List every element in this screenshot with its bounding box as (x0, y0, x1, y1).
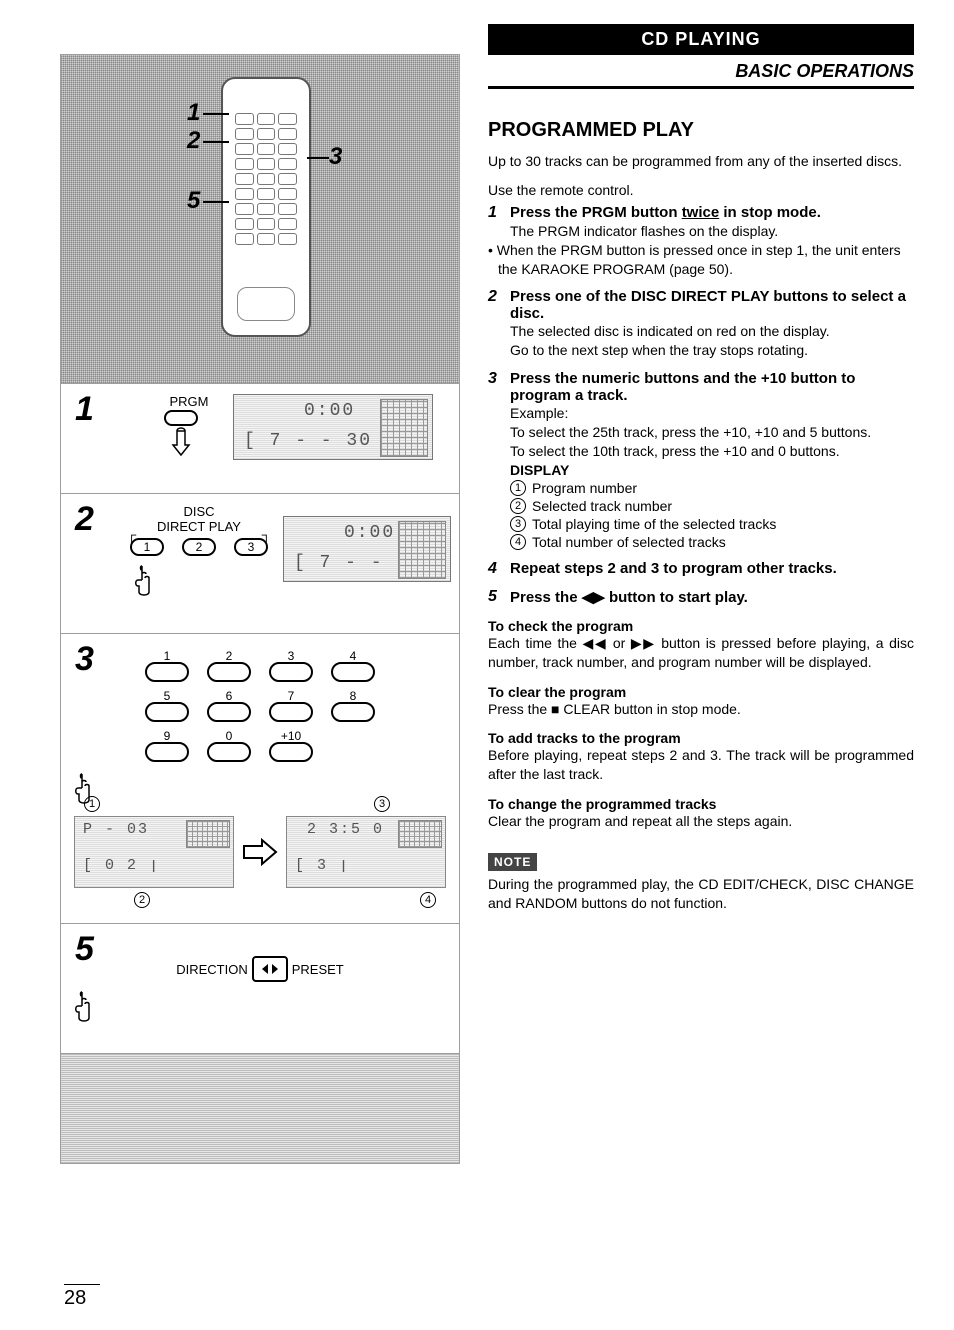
disc-direct-play-diagram: DISC ┌ DIRECT PLAY ┐ 1 2 3 (129, 504, 269, 602)
display-label: DISPLAY (510, 461, 914, 480)
preset-label: PRESET (292, 962, 344, 977)
remote-outline (221, 77, 311, 337)
prgm-label: PRGM (159, 394, 219, 409)
disc-label-bot: ┌ DIRECT PLAY ┐ (129, 519, 269, 534)
key-2: 2 (207, 662, 251, 682)
page: 1 2 3 5 1 PRGM 0:00 (0, 0, 954, 1330)
callout-5: 5 (187, 187, 200, 215)
lcd-bottom-text: [ 7 - - (294, 553, 384, 573)
lcd-top-text: 0:00 (344, 523, 395, 543)
callout-3: 3 (329, 143, 342, 171)
lcd-before: 1 P - 03 [ ן 2 0 2 (74, 816, 234, 888)
lcd-display: 0:00 [ 7 - - 30 (233, 394, 433, 460)
hand-icon (129, 562, 269, 602)
key-plus10: +10 (269, 742, 313, 762)
key-8: 8 (331, 702, 375, 722)
remote-button-grid (235, 113, 297, 275)
disc-button-2: 2 (182, 538, 216, 556)
change-heading: To change the programmed tracks (488, 796, 914, 812)
bottom-texture-panel (60, 1054, 460, 1164)
intro-text: Up to 30 tracks can be programmed from a… (488, 152, 914, 171)
lcd-after: 3 2 3:5 0 [ ן 3 4 (286, 816, 446, 888)
play-button-icon (252, 956, 288, 982)
lcd-display: 0:00 [ 7 - - (283, 516, 451, 582)
callout-2: 2 (187, 127, 200, 155)
step-number: 5 (75, 930, 94, 969)
section-header: CD PLAYING (488, 24, 914, 55)
step-title: Press one of the DISC DIRECT PLAY button… (510, 288, 914, 322)
circled-4: 4 (420, 892, 436, 908)
lcd-bottom-text: [ 7 - - 30 (244, 431, 372, 451)
circled-3: 3 (374, 796, 390, 812)
circled-2: 2 (134, 892, 150, 908)
key-5: 5 (145, 702, 189, 722)
key-1: 1 (145, 662, 189, 682)
left-column: 1 2 3 5 1 PRGM 0:00 (60, 24, 460, 1310)
check-heading: To check the program (488, 618, 914, 634)
step-panel-3: 3 1 2 3 4 5 6 7 8 9 0 +10 1 (60, 634, 460, 924)
remote-bottom-pad (237, 287, 295, 321)
direction-label: DIRECTION (176, 962, 248, 977)
arrow-right-icon (242, 838, 278, 866)
change-body: Clear the program and repeat all the ste… (488, 812, 914, 831)
instruction-steps: 1 Press the PRGM button twice in stop mo… (488, 204, 914, 606)
step-panel-5: 5 DIRECTION PRESET (60, 924, 460, 1054)
key-7: 7 (269, 702, 313, 722)
prgm-button-diagram: PRGM (159, 394, 219, 462)
page-heading: PROGRAMMED PLAY (488, 119, 914, 142)
check-body: Each time the ◀◀ or ▶▶ button is pressed… (488, 634, 914, 672)
callout-1: 1 (187, 99, 200, 127)
instruction-step-3: 3 Press the numeric buttons and the +10 … (488, 370, 914, 550)
hand-icon (69, 770, 451, 810)
disc-label-top: DISC (129, 504, 269, 519)
add-heading: To add tracks to the program (488, 730, 914, 746)
lcd-top-text: 0:00 (304, 401, 355, 421)
note-tag: NOTE (488, 853, 537, 871)
right-column: CD PLAYING BASIC OPERATIONS PROGRAMMED P… (488, 24, 914, 1310)
use-remote-text: Use the remote control. (488, 181, 914, 200)
lcd-track-grid (398, 521, 446, 579)
step-number: 1 (75, 390, 94, 429)
clear-heading: To clear the program (488, 684, 914, 700)
step-title: Press the numeric buttons and the +10 bu… (510, 370, 914, 404)
step-panel-2: 2 DISC ┌ DIRECT PLAY ┐ 1 2 3 (60, 494, 460, 634)
key-9: 9 (145, 742, 189, 762)
step-number: 2 (75, 500, 94, 539)
step-bullet: • When the PRGM button is pressed once i… (498, 241, 914, 279)
note-body: During the programmed play, the CD EDIT/… (488, 875, 914, 913)
step-number: 3 (75, 640, 94, 679)
step-title: Press the PRGM button twice in stop mode… (510, 204, 821, 222)
step-body: The PRGM indicator flashes on the displa… (510, 222, 914, 241)
instruction-step-4: 4 Repeat steps 2 and 3 to program other … (488, 560, 914, 578)
lcd-track-grid (380, 399, 428, 457)
instruction-step-2: 2 Press one of the DISC DIRECT PLAY butt… (488, 288, 914, 360)
key-6: 6 (207, 702, 251, 722)
display-legend: 1Program number 2Selected track number 3… (510, 480, 914, 550)
add-body: Before playing, repeat steps 2 and 3. Th… (488, 746, 914, 784)
direction-preset-diagram: DIRECTION PRESET (69, 956, 451, 982)
remote-diagram: 1 2 3 5 (60, 54, 460, 384)
step-title: Repeat steps 2 and 3 to program other tr… (510, 560, 837, 578)
instruction-step-1: 1 Press the PRGM button twice in stop mo… (488, 204, 914, 279)
numeric-keypad: 1 2 3 4 5 6 7 8 9 0 +10 (69, 662, 451, 762)
hand-icon (69, 988, 451, 1028)
section-subtitle: BASIC OPERATIONS (488, 61, 914, 89)
instruction-step-5: 5 Press the ◀▶ button to start play. (488, 588, 914, 606)
key-4: 4 (331, 662, 375, 682)
press-icon (159, 409, 203, 457)
circled-1: 1 (84, 796, 100, 812)
page-number: 28 (64, 1284, 100, 1310)
clear-body: Press the ■ CLEAR button in stop mode. (488, 700, 914, 719)
step-title: Press the ◀▶ button to start play. (510, 588, 748, 606)
key-0: 0 (207, 742, 251, 762)
step-panel-1: 1 PRGM 0:00 [ 7 - - 30 (60, 384, 460, 494)
key-3: 3 (269, 662, 313, 682)
